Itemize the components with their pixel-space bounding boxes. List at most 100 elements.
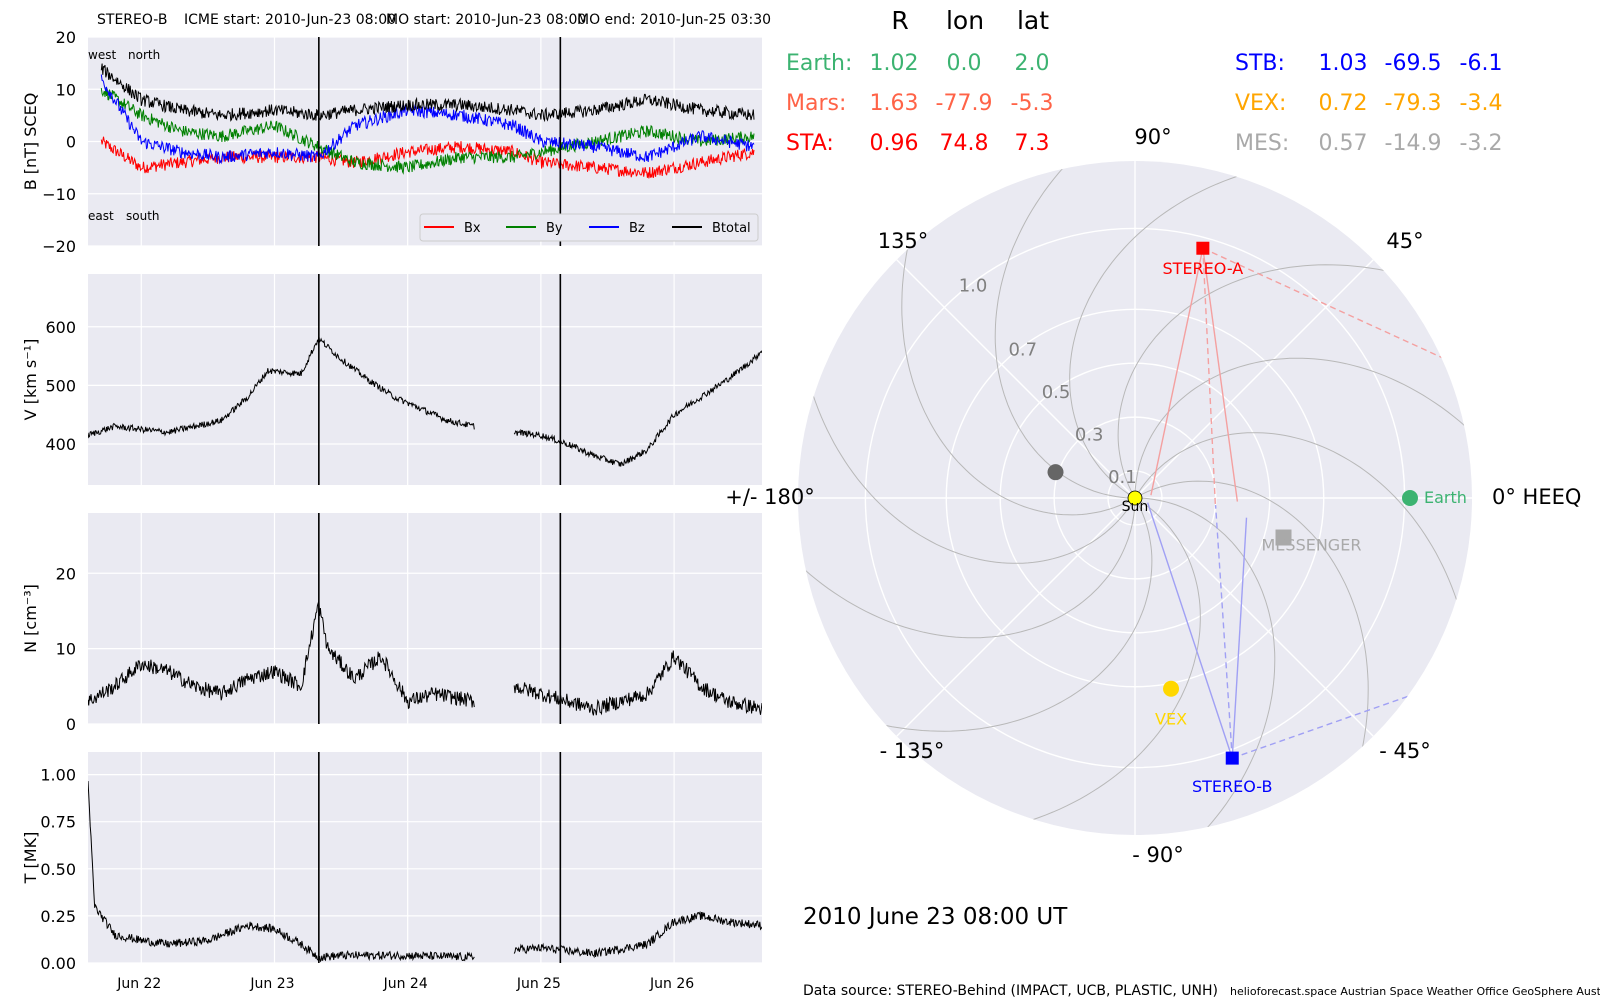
label-messenger: MESSENGER xyxy=(1262,536,1362,555)
series-line-btotal xyxy=(100,63,755,123)
y-axis-label: V [km s⁻¹] xyxy=(21,339,40,421)
table-header-lon: lon xyxy=(946,6,984,35)
label-earth: Earth xyxy=(1424,488,1467,507)
parker-spiral xyxy=(1134,480,1369,803)
radial-tick-label: 0.5 xyxy=(1042,382,1071,403)
x-tick-label: Jun 26 xyxy=(649,976,694,992)
series-line-v xyxy=(513,350,762,467)
row-label: MES: xyxy=(1235,131,1289,156)
angle-label: 135° xyxy=(878,229,929,253)
y-tick-label: 0 xyxy=(66,715,76,734)
legend-label-btotal: Btotal xyxy=(712,221,751,236)
magnetic-field-panel: 20 10 0 −10 −20 B [nT] SCEQ xyxy=(21,28,762,256)
row-r: 1.03 xyxy=(1319,51,1368,76)
series-line-n xyxy=(88,600,475,710)
y-tick-label: 20 xyxy=(56,564,76,583)
row-r: 0.96 xyxy=(870,131,919,156)
y-axis-label: N [cm⁻³] xyxy=(21,584,40,653)
icme-start-label: ICME start: 2010-Jun-23 08:00 xyxy=(184,12,396,28)
radial-tick-label: 0.3 xyxy=(1075,424,1104,445)
row-lat: -5.3 xyxy=(1011,91,1054,116)
data-source-label: Data source: STEREO-Behind (IMPACT, UCB,… xyxy=(803,983,1218,999)
row-label: STB: xyxy=(1235,51,1285,76)
timeseries-panels: 20 10 0 −10 −20 B [nT] SCEQ 600 500 400 V [km s⁻¹… xyxy=(21,28,762,992)
series-line-t xyxy=(513,910,762,959)
parker-spiral xyxy=(1134,497,1276,835)
row-r: 0.72 xyxy=(1319,91,1368,116)
table-row: STA: 0.96 74.8 7.3 xyxy=(786,131,1050,156)
y-tick-label: 10 xyxy=(56,640,76,659)
magnetic-field-series xyxy=(100,63,755,179)
y-tick-label: 0.00 xyxy=(40,954,76,973)
label-stereo-b: STEREO-B xyxy=(1192,777,1272,796)
parker-spiral xyxy=(901,193,1136,516)
angle-label: 45° xyxy=(1386,229,1423,253)
mo-start-label: MO start: 2010-Jun-23 08:00 xyxy=(386,12,586,28)
x-tick-label: Jun 24 xyxy=(383,976,428,992)
x-tick-label: Jun 23 xyxy=(249,976,294,992)
credits-label: helioforecast.space Austrian Space Weath… xyxy=(1230,985,1600,998)
label-stereo-a: STEREO-A xyxy=(1163,259,1244,278)
y-tick-label: 0.25 xyxy=(40,907,76,926)
field-of-view-line xyxy=(1202,248,1239,502)
row-lon: 0.0 xyxy=(947,51,982,76)
y-tick-label: −10 xyxy=(42,185,76,204)
row-lat: -3.2 xyxy=(1460,131,1503,156)
label-vex: VEX xyxy=(1155,710,1187,729)
annotation-north: north xyxy=(128,48,160,62)
marker-stereo-b xyxy=(1225,751,1239,765)
field-of-view-line xyxy=(1214,505,1233,759)
table-header-r: R xyxy=(891,6,908,35)
row-lat: -3.4 xyxy=(1460,91,1503,116)
annotation-east: east xyxy=(88,209,114,223)
row-lat: -6.1 xyxy=(1460,51,1503,76)
marker-stereo-a xyxy=(1196,241,1210,255)
row-lat: 7.3 xyxy=(1015,131,1050,156)
table-row: VEX: 0.72 -79.3 -3.4 xyxy=(1235,91,1502,116)
angle-label: 90° xyxy=(1134,125,1171,149)
marker-mercury xyxy=(1047,464,1064,481)
b-field-annotations: west north east south xyxy=(88,48,160,223)
annotation-west: west xyxy=(88,48,116,62)
angle-label: - 135° xyxy=(880,739,945,763)
series-line-bx xyxy=(100,136,755,179)
marker-vex xyxy=(1163,680,1180,697)
legend-label-bx: Bx xyxy=(464,221,481,236)
mo-end-label: MO end: 2010-Jun-25 03:30 xyxy=(577,12,771,28)
y-tick-label: 0 xyxy=(66,133,76,152)
density-panel: 20 10 0 N [cm⁻³] xyxy=(21,513,762,734)
series-line-v xyxy=(88,335,475,439)
marker-earth xyxy=(1401,490,1418,506)
row-lat: 2.0 xyxy=(1015,51,1050,76)
parker-spiral xyxy=(1069,162,1294,499)
parker-spiral xyxy=(1134,432,1471,657)
field-of-view-line xyxy=(1202,247,1472,383)
y-tick-label: 10 xyxy=(56,80,76,99)
speed-panel: 600 500 400 V [km s⁻¹] xyxy=(21,274,762,485)
series-line-by xyxy=(100,87,755,175)
series-line-t xyxy=(88,780,475,963)
angle-spoke xyxy=(1134,259,1374,499)
field-of-view-line xyxy=(1202,248,1217,507)
x-tick-label: Jun 25 xyxy=(516,976,561,992)
angle-label: 0° HEEQ xyxy=(1492,485,1581,509)
row-label: Mars: xyxy=(786,91,846,116)
y-tick-label: −20 xyxy=(42,237,76,256)
density-series xyxy=(88,600,762,716)
parker-spiral xyxy=(798,497,1136,639)
angle-spoke xyxy=(1134,497,1374,737)
table-row: MES: 0.57 -14.9 -3.2 xyxy=(1235,131,1502,156)
angle-spoke xyxy=(896,259,1136,499)
y-tick-label: 0.50 xyxy=(40,860,76,879)
temperature-plot-area xyxy=(88,752,762,963)
field-of-view-line xyxy=(1147,502,1233,759)
legend-label-bz: Bz xyxy=(629,221,645,236)
field-of-view-line xyxy=(1150,248,1204,496)
speed-series xyxy=(88,335,762,467)
angle-label: +/- 180° xyxy=(725,485,815,509)
row-lon: -14.9 xyxy=(1385,131,1442,156)
row-label: VEX: xyxy=(1235,91,1286,116)
spacecraft-label: STEREO-B xyxy=(97,12,167,28)
date-label: 2010 June 23 08:00 UT xyxy=(803,904,1068,930)
